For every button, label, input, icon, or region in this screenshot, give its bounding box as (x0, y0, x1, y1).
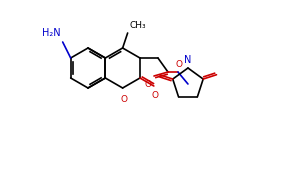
Text: CH₃: CH₃ (130, 21, 146, 30)
Text: O: O (120, 95, 127, 104)
Text: O: O (151, 91, 158, 100)
Text: H₂N: H₂N (42, 28, 61, 38)
Text: N: N (184, 55, 192, 65)
Text: O: O (176, 60, 182, 69)
Text: O: O (145, 80, 152, 89)
